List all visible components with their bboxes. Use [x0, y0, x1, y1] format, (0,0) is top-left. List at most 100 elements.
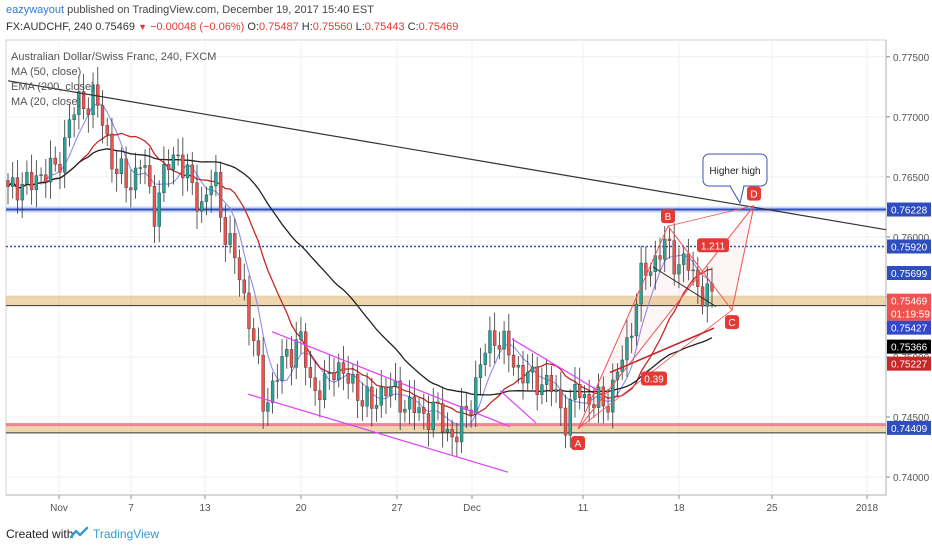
price-tag-label: 0.75366 — [891, 343, 928, 354]
author-link[interactable]: eazywayout — [6, 4, 65, 16]
flag-upper — [511, 338, 599, 392]
candle-body — [478, 364, 483, 378]
price-tag-label: 0.75469 — [891, 297, 928, 308]
x-tick-label: 7 — [128, 503, 134, 514]
candle-body — [20, 183, 24, 201]
candle-body — [582, 394, 587, 399]
candle — [611, 363, 615, 429]
candle-body — [171, 154, 176, 170]
candle-body — [568, 399, 572, 436]
candle-body — [105, 125, 109, 135]
candle — [502, 321, 506, 365]
candle-body — [209, 185, 213, 196]
candle — [450, 419, 454, 455]
x-tick-label: 18 — [673, 503, 685, 514]
candle — [327, 354, 331, 390]
candle-body — [502, 330, 506, 350]
candle — [81, 73, 86, 120]
abcd-diagonal — [667, 205, 755, 227]
candle-body — [11, 177, 15, 187]
candle-body — [436, 401, 440, 404]
candle-body — [559, 389, 563, 409]
candle — [77, 75, 81, 130]
candle — [294, 321, 298, 380]
candle — [58, 152, 62, 190]
candle — [691, 251, 695, 286]
ratio-bc-label-bg — [697, 238, 729, 253]
candle-body — [677, 264, 681, 275]
candle — [573, 367, 577, 418]
candle-body — [72, 114, 76, 120]
candle — [648, 263, 653, 287]
candle-body — [261, 354, 265, 412]
candle — [166, 149, 171, 188]
candle — [507, 313, 511, 373]
legend-ma20[interactable]: MA (20, close) — [11, 96, 82, 108]
candle — [322, 360, 327, 409]
tradingview-brand-link[interactable]: TradingView — [93, 527, 160, 541]
point-b-label: B — [661, 209, 675, 224]
candle-body — [492, 330, 497, 346]
candle — [157, 180, 161, 243]
candle — [554, 375, 558, 403]
candle — [285, 338, 289, 369]
candle — [370, 377, 374, 427]
wedge-line — [652, 266, 717, 307]
candle — [511, 338, 516, 376]
candle-body — [166, 164, 171, 170]
legend-ema200[interactable]: EMA (200, close) — [11, 81, 95, 93]
price-tag: 0.74409 — [887, 420, 931, 435]
price-tag: 0.75469 — [887, 293, 931, 308]
x-tick-label: 2018 — [856, 503, 879, 514]
candle-body — [162, 164, 166, 194]
candle-body — [77, 91, 81, 115]
candle — [218, 161, 223, 233]
candle — [426, 395, 431, 447]
candle — [436, 392, 440, 421]
candle — [152, 175, 157, 244]
price-chart[interactable]: A B C D 1.211 0.39 Higher high 0.77500 0.77000 0… — [0, 38, 932, 518]
candle-body — [237, 257, 242, 281]
candle-body — [34, 175, 39, 190]
price-tag-bg — [887, 266, 931, 281]
price-tag-bg — [887, 320, 931, 335]
legend-ma50[interactable]: MA (50, close) — [11, 66, 82, 78]
candle-body — [81, 91, 86, 109]
candle — [403, 399, 407, 423]
footer: Created with TradingView — [0, 518, 932, 550]
candle — [530, 353, 535, 390]
open-label: O: — [247, 21, 259, 33]
candle-body — [25, 172, 29, 185]
candle-body — [256, 340, 261, 356]
price-tag-label: 0.76228 — [891, 206, 928, 217]
candle-body — [204, 194, 209, 202]
candle-body — [573, 384, 577, 400]
candle — [303, 322, 308, 386]
candle — [129, 169, 133, 208]
channel-upper — [271, 331, 511, 428]
candle — [53, 146, 57, 172]
candle-body — [488, 330, 492, 354]
candle — [535, 356, 539, 411]
candle-body — [691, 269, 695, 272]
candle-body — [275, 380, 279, 382]
price-tag-bg — [887, 293, 931, 308]
candle — [445, 412, 450, 442]
candle — [497, 331, 502, 360]
candle — [407, 380, 412, 425]
point-a-label-text: A — [575, 439, 582, 450]
candle — [105, 117, 109, 147]
candle-body — [630, 335, 634, 338]
ma20-line — [7, 102, 713, 427]
candle — [143, 149, 147, 185]
candle — [351, 364, 355, 393]
candle — [474, 360, 478, 427]
candle — [592, 386, 596, 418]
candle-body — [195, 182, 199, 212]
candle-body — [200, 201, 204, 212]
callout-pointer — [729, 185, 745, 205]
candle-body — [360, 400, 365, 407]
candle-body — [417, 407, 421, 413]
candle-body — [412, 396, 417, 413]
candle-body — [299, 331, 303, 341]
